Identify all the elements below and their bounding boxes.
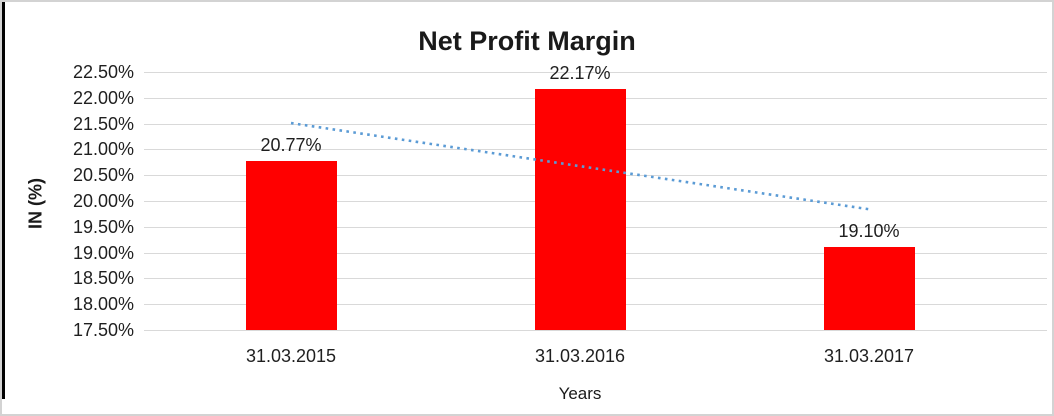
- x-category-label: 31.03.2016: [534, 346, 626, 366]
- y-tick-label: 21.00%: [72, 139, 134, 160]
- x-axis-title: Years: [558, 384, 602, 403]
- table-border-left: [2, 2, 5, 399]
- y-tick-label: 19.00%: [72, 242, 134, 263]
- x-category-label: 31.03.2017: [823, 346, 915, 366]
- y-tick-label: 20.50%: [72, 165, 134, 186]
- bar-value-label: 19.10%: [838, 221, 900, 242]
- bar-value-label: 22.17%: [549, 63, 611, 84]
- y-axis-title: IN (%): [25, 178, 46, 229]
- bar: [245, 161, 337, 330]
- y-tick-label: 17.50%: [72, 320, 134, 340]
- y-tick-label: 22.00%: [72, 87, 134, 108]
- bar: [534, 89, 626, 330]
- y-tick-label: 19.50%: [72, 216, 134, 237]
- y-tick-label: 22.50%: [72, 62, 134, 82]
- bar-value-label: 20.77%: [260, 135, 322, 156]
- bar: [823, 247, 915, 330]
- y-tick-label: 21.50%: [72, 113, 134, 134]
- gridline: [144, 72, 1047, 73]
- x-category-label: 31.03.2015: [245, 346, 337, 366]
- y-tick-label: 18.00%: [72, 294, 134, 315]
- chart-title: Net Profit Margin: [418, 26, 636, 56]
- gridline: [144, 330, 1047, 331]
- y-tick-label: 18.50%: [72, 268, 134, 289]
- y-tick-label: 20.00%: [72, 191, 134, 211]
